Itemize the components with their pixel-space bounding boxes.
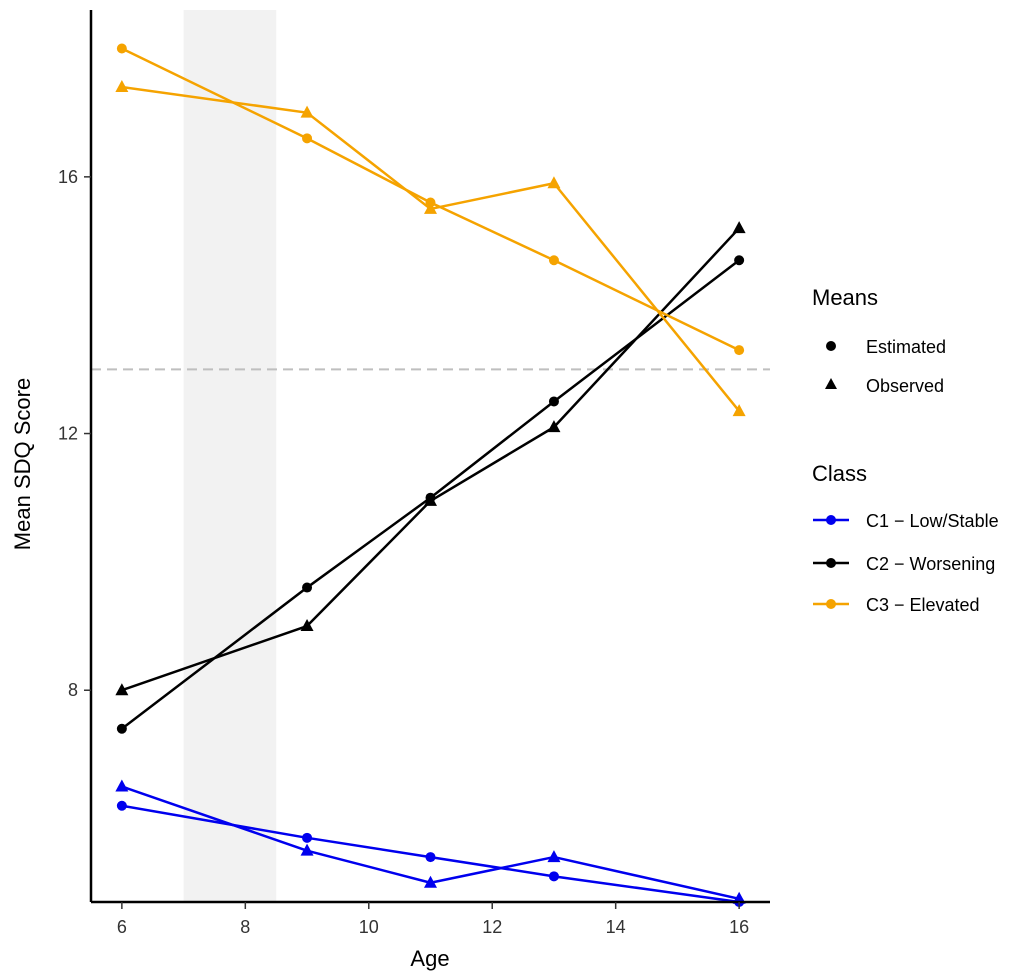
y-tick-label: 8	[68, 680, 78, 700]
estimated-point	[548, 396, 559, 407]
means-legend: Means Estimated Observed	[812, 285, 946, 396]
y-tick-label: 12	[58, 424, 78, 444]
observed-point	[424, 875, 437, 888]
estimated-point	[302, 832, 313, 843]
axes	[84, 10, 770, 909]
x-tick-label: 6	[117, 917, 127, 937]
observed-point	[732, 221, 746, 234]
x-axis-title: Age	[410, 946, 449, 971]
observed-point	[300, 843, 314, 856]
x-tick-label: 8	[240, 917, 250, 937]
class-legend: Class C1 − Low/Stable C2 − Worsening C3 …	[812, 461, 999, 615]
class-legend-label-c2: C2 − Worsening	[866, 554, 995, 574]
estimated-point	[425, 852, 436, 863]
observed-point	[732, 404, 746, 417]
observed-point	[547, 850, 561, 863]
class-legend-marker-c1	[826, 515, 836, 525]
class-legend-label-c3: C3 − Elevated	[866, 595, 980, 615]
observed-point	[547, 420, 561, 433]
observed-point	[300, 619, 314, 632]
estimated-point	[116, 800, 127, 811]
observed-point	[424, 493, 437, 506]
class-legend-label-c1: C1 − Low/Stable	[866, 511, 999, 531]
estimated-point	[302, 582, 313, 593]
estimated-point	[116, 723, 127, 734]
observed-legend-marker	[825, 378, 837, 389]
estimated-point	[548, 255, 559, 266]
means-legend-title: Means	[812, 285, 878, 310]
means-legend-label-estimated: Estimated	[866, 337, 946, 357]
tick-labels: 6 8 10 12 14 16 8 12 16	[58, 167, 749, 937]
observed-point	[115, 683, 129, 696]
plot-background	[91, 10, 770, 902]
observed-point	[547, 176, 561, 189]
estimated-point	[734, 345, 745, 356]
class-legend-title: Class	[812, 461, 867, 486]
estimated-legend-marker	[826, 341, 836, 351]
x-tick-label: 10	[359, 917, 379, 937]
observed-point	[115, 779, 129, 792]
estimated-point	[116, 43, 127, 54]
observed-point	[424, 201, 437, 214]
estimated-point	[734, 255, 745, 266]
estimated-point	[302, 133, 313, 144]
class-legend-marker-c3	[826, 599, 836, 609]
observed-point	[300, 105, 314, 118]
x-tick-label: 12	[482, 917, 502, 937]
y-axis-title: Mean SDQ Score	[10, 378, 35, 550]
estimated-point	[548, 871, 559, 882]
y-tick-label: 16	[58, 167, 78, 187]
shaded-age-region	[183, 10, 277, 902]
x-tick-label: 16	[729, 917, 749, 937]
observed-point	[115, 80, 129, 93]
class-legend-marker-c2	[826, 558, 836, 568]
means-legend-label-observed: Observed	[866, 376, 944, 396]
x-tick-label: 14	[606, 917, 626, 937]
